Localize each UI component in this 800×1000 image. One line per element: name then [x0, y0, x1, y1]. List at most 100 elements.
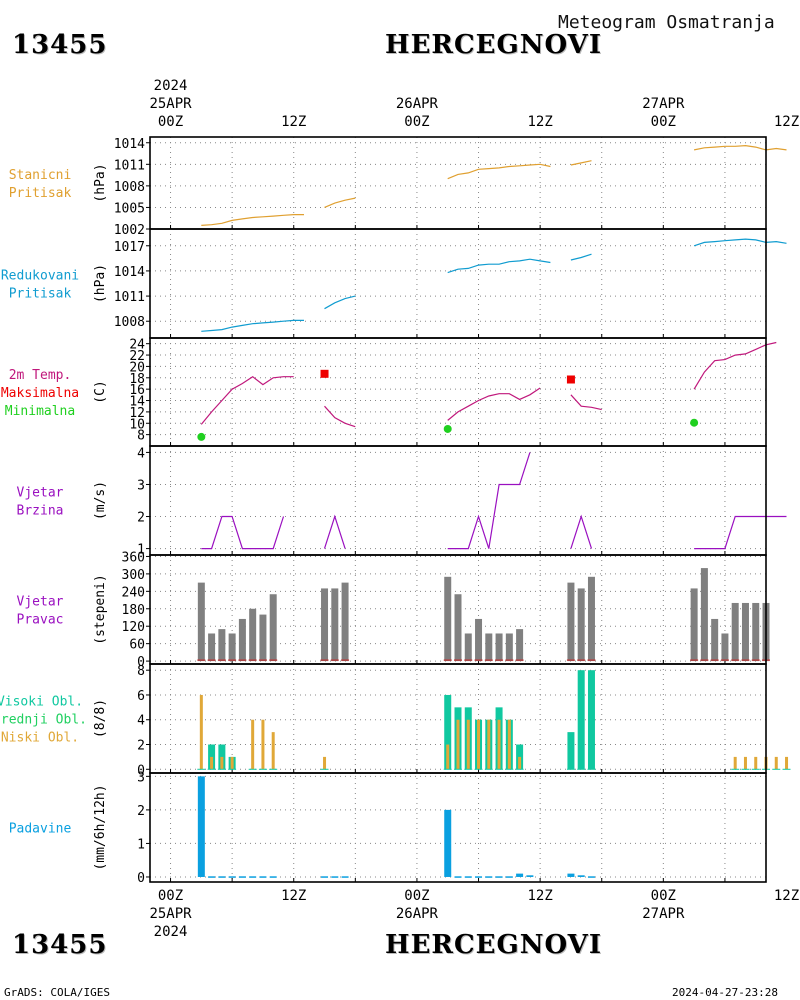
reduced-pressure-title-label: Pritisak	[9, 287, 72, 302]
precipitation-title-label: Padavine	[9, 822, 72, 837]
wind-direction-bar	[208, 633, 216, 662]
precipitation-bar	[331, 876, 339, 878]
wind-speed-frame	[149, 445, 767, 556]
wind-direction-ytick-label: 300	[122, 568, 145, 583]
wind-speed-line	[570, 514, 593, 549]
reduced-pressure-line	[324, 295, 356, 310]
tmin-marker	[443, 424, 452, 433]
wind-direction-bar	[516, 629, 524, 662]
wind-direction-bar	[218, 629, 226, 662]
bottom-time-label: 12Z	[281, 888, 306, 904]
low-cloud-bar	[466, 719, 470, 770]
wind-speed-ytick-label: 3	[137, 478, 145, 493]
footer-timestamp: 2024-04-27-23:28	[672, 986, 778, 999]
low-cloud-bar	[507, 719, 511, 770]
precipitation-bar	[516, 873, 524, 877]
wind-direction-bar	[752, 602, 760, 662]
clouds-unit-label: (8/8)	[93, 699, 108, 738]
station-id-top: 13455	[12, 30, 108, 60]
station-pressure-ytick-label: 1008	[114, 180, 145, 195]
reduced-pressure-ytick-label: 1008	[114, 315, 145, 330]
precipitation-bar	[228, 876, 236, 878]
temperature-line	[570, 394, 602, 411]
precipitation-unit-label: (mm/6h/12h)	[93, 784, 108, 870]
wind-speed-unit-label: (m/s)	[93, 481, 108, 520]
bottom-time-label: 25APR	[149, 906, 192, 922]
temperature-title-label: 2m Temp.	[9, 368, 72, 383]
temperature-ytick-label: 24	[129, 338, 145, 353]
station-name-bottom: HERCEGNOVI	[385, 930, 602, 960]
top-time-label: 12Z	[774, 114, 799, 130]
bottom-time-label: 27APR	[642, 906, 685, 922]
precipitation-ytick-label: 1	[137, 837, 145, 852]
wind-direction-bar	[238, 618, 246, 662]
meteogram-subtitle: Meteogram Osmatranja	[558, 12, 775, 33]
wind-direction-bar	[577, 588, 585, 662]
station-pressure-ytick-label: 1002	[114, 223, 145, 238]
low-cloud-bar	[251, 719, 255, 770]
wind-speed-title-label: Vjetar	[17, 486, 64, 501]
temperature-ytick-label: 16	[129, 383, 145, 398]
temperature-ytick-label: 18	[129, 372, 145, 387]
tmin-marker	[197, 432, 206, 441]
station-pressure-ytick-label: 1011	[114, 158, 145, 173]
temperature-title-label: Minimalna	[5, 404, 75, 419]
wind-direction-ytick-label: 180	[122, 603, 145, 618]
clouds-ytick-label: 2	[137, 739, 145, 754]
station-pressure-line	[324, 197, 356, 208]
station-pressure-line	[570, 160, 592, 166]
station-pressure-title-label: Pritisak	[9, 186, 72, 201]
wind-direction-bar	[197, 582, 205, 662]
precipitation-bar	[208, 876, 216, 878]
bottom-time-label: 12Z	[527, 888, 552, 904]
temperature-ytick-label: 22	[129, 349, 145, 364]
precipitation-frame	[149, 772, 767, 883]
wind-direction-bar	[505, 633, 513, 662]
top-time-label: 12Z	[281, 114, 306, 130]
wind-speed-ytick-label: 2	[137, 511, 145, 526]
high-cloud-bar	[577, 670, 585, 770]
low-cloud-bar	[261, 719, 265, 770]
wind-direction-bar	[567, 582, 575, 662]
wind-direction-bar	[269, 594, 277, 662]
low-cloud-bar	[497, 719, 501, 770]
low-cloud-bar	[487, 719, 491, 770]
temperature-line	[200, 375, 294, 425]
precipitation-ytick-label: 0	[137, 871, 145, 886]
clouds-ytick-label: 4	[137, 714, 145, 729]
temperature-ytick-label: 20	[129, 360, 145, 375]
low-cloud-bar	[220, 756, 224, 770]
precipitation-bar	[341, 876, 349, 878]
low-cloud-bar	[271, 732, 275, 770]
temperature-unit-label: (C)	[93, 380, 108, 403]
precipitation-bar	[567, 873, 575, 877]
wind-direction-bar	[444, 576, 452, 662]
wind-direction-title-label: Pravac	[17, 613, 64, 628]
station-pressure-frame	[149, 136, 767, 230]
wind-direction-unit-label: (stepeni)	[93, 574, 108, 644]
top-time-label: 00Z	[158, 114, 183, 130]
tmax-marker	[566, 375, 575, 384]
wind-speed-line	[323, 514, 346, 549]
temperature-title-label: Maksimalna	[1, 386, 79, 401]
precipitation-bar	[587, 876, 595, 878]
bottom-time-label: 26APR	[396, 906, 439, 922]
clouds-ytick-label: 6	[137, 689, 145, 704]
wind-direction-bar	[331, 588, 339, 662]
precipitation-ytick-label: 3	[137, 770, 145, 785]
wind-direction-bar	[321, 588, 329, 662]
station-pressure-ytick-label: 1014	[114, 137, 145, 152]
top-time-label: 26APR	[396, 96, 439, 112]
station-pressure-line	[201, 214, 304, 226]
temperature-frame	[149, 337, 767, 447]
station-pressure-line	[693, 144, 787, 151]
reduced-pressure-line	[447, 258, 551, 274]
wind-direction-bar	[259, 614, 267, 662]
precipitation-bar	[495, 876, 503, 878]
reduced-pressure-title-label: Redukovani	[1, 269, 79, 284]
clouds-title-label: Srednji Obl.	[0, 713, 87, 728]
wind-direction-bar	[741, 602, 749, 662]
low-cloud-bar	[456, 719, 460, 770]
wind-direction-ytick-label: 360	[122, 550, 145, 565]
